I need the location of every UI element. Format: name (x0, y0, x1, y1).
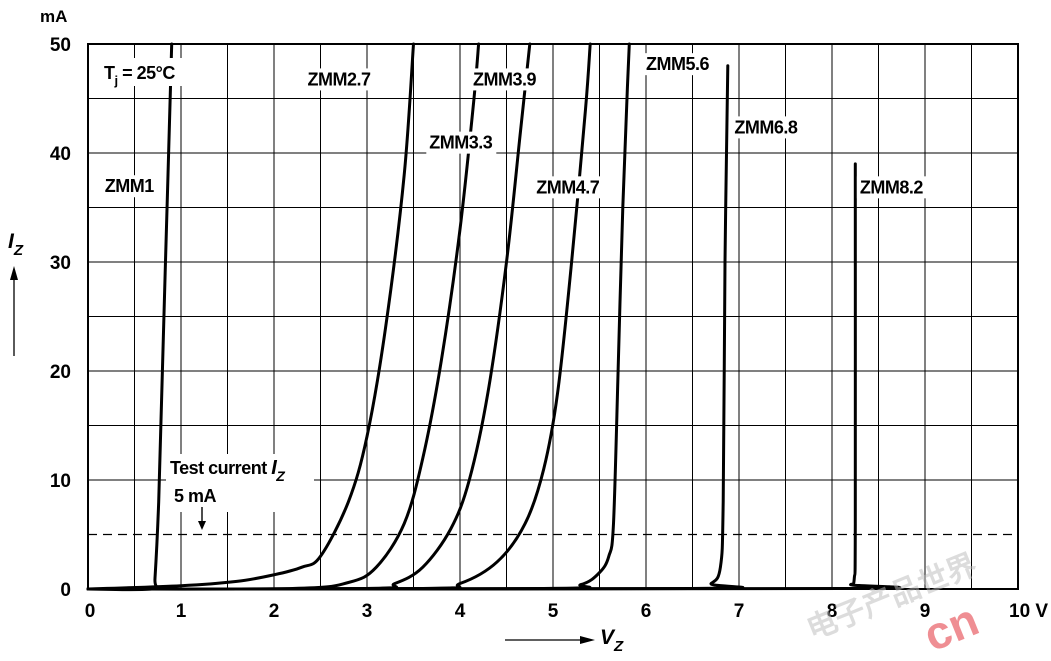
y-axis-symbol: I (8, 230, 15, 253)
series-label-bg (643, 53, 713, 76)
series-line-zmm8-2 (86, 162, 902, 591)
series-label: ZMM6.8 (734, 117, 797, 137)
x-tick-label: 8 (827, 601, 838, 622)
test-current-symbol: I (271, 457, 277, 479)
temperature-condition: Tj = 25°C (98, 58, 210, 88)
x-tick-label: 1 (176, 601, 187, 622)
svg-text:Tj = 25°C: Tj = 25°C (104, 63, 175, 88)
x-tick-label: 2 (269, 601, 280, 622)
y-tick-label: 40 (50, 144, 71, 165)
condition-symbol: T (104, 63, 115, 83)
x-tick-label: 6 (641, 601, 652, 622)
series-label: ZMM3.3 (429, 133, 492, 153)
x-tick-label: 0 (85, 601, 96, 622)
x-tick-label: 3 (362, 601, 373, 622)
svg-text:Test current IZ: Test current IZ (170, 457, 285, 484)
test-current-subscript: Z (275, 468, 285, 484)
series-label-bg (304, 68, 375, 91)
y-tick-label: 30 (50, 253, 71, 274)
series-label: ZMM8.2 (860, 177, 923, 197)
x-tick-label: 5 (548, 601, 559, 622)
y-axis-subscript: Z (13, 242, 24, 259)
x-axis-symbol: V (600, 626, 616, 649)
series-label-bg (731, 116, 802, 139)
condition-value: = 25°C (118, 63, 176, 83)
test-current-label: Test current (170, 458, 271, 478)
y-tick-label: 50 (50, 35, 71, 56)
y-unit-label: mA (40, 7, 67, 26)
series-label-bg (101, 175, 150, 198)
x-tick-label: 9 (920, 601, 931, 622)
x-axis-title: VZ (505, 626, 624, 655)
series-label: ZMM4.7 (536, 177, 599, 197)
y-axis-arrowhead (10, 266, 18, 280)
series-label: ZMM2.7 (307, 69, 370, 89)
x-axis-arrowhead (580, 636, 595, 644)
series-label: ZMM5.6 (646, 54, 709, 74)
svg-text:VZ: VZ (600, 626, 624, 655)
series-line-zmm2-7 (86, 42, 415, 591)
series-label-bg (470, 68, 541, 91)
watermark: 电子产品世界 cn (802, 548, 985, 661)
y-tick-label: 0 (60, 580, 71, 601)
x-tick-label: 4 (455, 601, 466, 622)
series-label-bg (426, 131, 497, 154)
series-label: ZMM1 (105, 176, 154, 196)
series-label-bg (533, 176, 604, 199)
series-label: ZMM3.9 (473, 69, 536, 89)
y-axis-title: IZ (8, 230, 24, 356)
y-tick-label: 10 (50, 471, 71, 492)
test-current-annotation: Test current IZ 5 mA (166, 454, 314, 530)
series-label-bg (856, 176, 927, 199)
condition-subscript: j (114, 73, 118, 88)
tick-labels: 0 1 2 3 4 5 6 7 8 9 10 V 0 10 20 30 40 50 (50, 35, 1049, 622)
test-current-arrowhead (198, 521, 206, 530)
svg-text:IZ: IZ (8, 230, 24, 259)
series-labels: ZMM1 ZMM2.7 ZMM3.3 ZMM3.9 ZMM4.7 ZMM5.6 ZMM6.8… (101, 53, 927, 199)
test-current-value: 5 mA (174, 486, 217, 506)
x-tick-label: 7 (734, 601, 745, 622)
x-axis-subscript: Z (613, 638, 624, 655)
y-tick-label: 20 (50, 362, 71, 383)
x-tick-label: 10 V (1009, 601, 1048, 622)
series-curves (86, 42, 902, 592)
